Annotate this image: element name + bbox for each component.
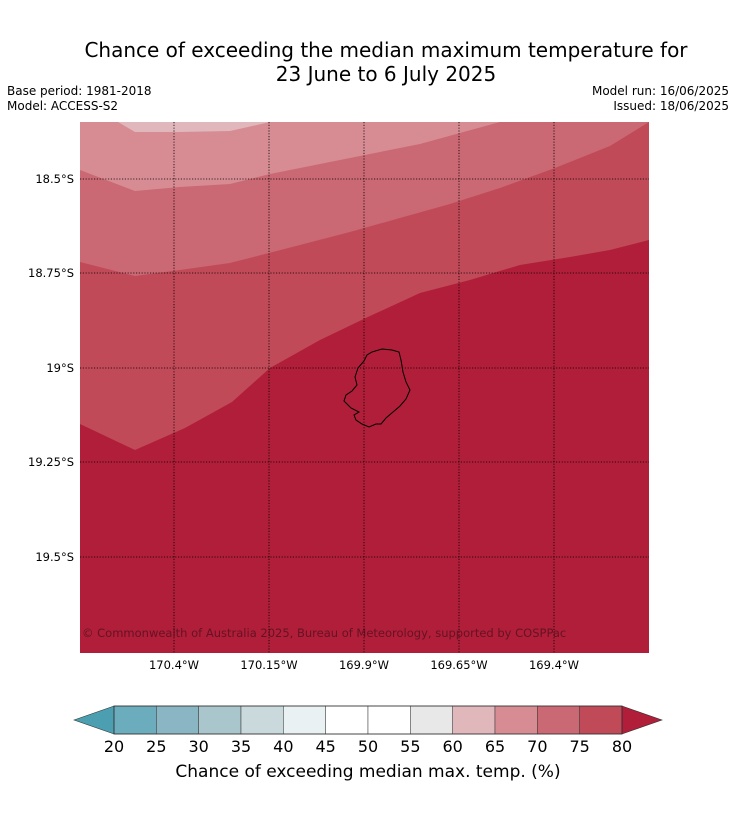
colorbar-tick-label: 50 [357,737,379,756]
colorbar-tick-label: 30 [188,737,209,756]
colorbar-cell [579,705,623,735]
colorbar-cell [367,705,411,735]
colorbar-cell [325,705,369,735]
lat-tick-19-25: 19.25°S [28,455,74,469]
colorbar-cell [537,705,580,735]
issued-date: Issued: 18/06/2025 [613,99,729,113]
map-plot [80,122,649,653]
colorbar-cells [113,705,623,735]
band-65-70 [80,122,649,191]
model-name: Model: ACCESS-S2 [7,99,119,113]
graticule [80,122,649,653]
colorbar-tick-label: 60 [442,737,463,756]
map-title-line-1: Chance of exceeding the median maximum t… [84,38,688,62]
band-60-65 [118,122,270,132]
colorbar-tick-label: 70 [527,737,548,756]
colorbar-tick-label: 40 [273,737,294,756]
lat-tick-18-5: 18.5°S [35,172,74,186]
lon-tick-169-4: 169.4°W [528,658,580,672]
lon-tick-170-4: 170.4°W [148,658,200,672]
lat-tick-19-5: 19.5°S [35,550,74,564]
colorbar-over-arrow [621,705,663,735]
colorbar-tick-label: 65 [484,737,506,756]
map-title: Chance of exceeding the median maximum t… [0,38,736,86]
colorbar-tick-label: 80 [611,737,633,756]
map-title-line-2: 23 June to 6 July 2025 [275,62,497,86]
lon-tick-169-65: 169.65°W [430,658,488,672]
colorbar-under-arrow [73,705,115,735]
colorbar-title: Chance of exceeding median max. temp. (%… [175,762,561,782]
colorbar-tick-label: 75 [569,737,590,756]
colorbar-cell [198,705,242,735]
island-outline [343,348,411,428]
lon-tick-170-15: 170.15°W [240,658,298,672]
colorbar-cell [240,705,284,735]
colorbar-tick-label: 20 [103,737,125,756]
colorbar-frame [113,705,623,735]
copyright-notice: © Commonwealth of Australia 2025, Bureau… [82,626,567,640]
colorbar-tick-label: 25 [146,737,167,756]
meta-left: Base period: 1981-2018 Model: ACCESS-S2 [7,84,152,114]
lon-tick-169-9: 169.9°W [338,658,390,672]
lat-tick-19: 19°S [46,361,74,375]
colorbar-cell [156,705,199,735]
colorbar-cell [494,705,538,735]
probability-bands [80,122,649,653]
lat-tick-18-75: 18.75°S [28,266,74,280]
meta-right: Model run: 16/06/2025 Issued: 18/06/2025 [592,84,729,114]
colorbar-cell [283,705,326,735]
colorbar-cell [410,705,453,735]
base-period: Base period: 1981-2018 [7,84,152,98]
model-run: Model run: 16/06/2025 [591,84,729,98]
colorbar-cell [452,705,496,735]
colorbar-cell [113,705,157,735]
colorbar-tick-label: 35 [230,737,252,756]
colorbar-tick-label: 55 [400,737,421,756]
colorbar-tick-label: 45 [315,737,336,756]
